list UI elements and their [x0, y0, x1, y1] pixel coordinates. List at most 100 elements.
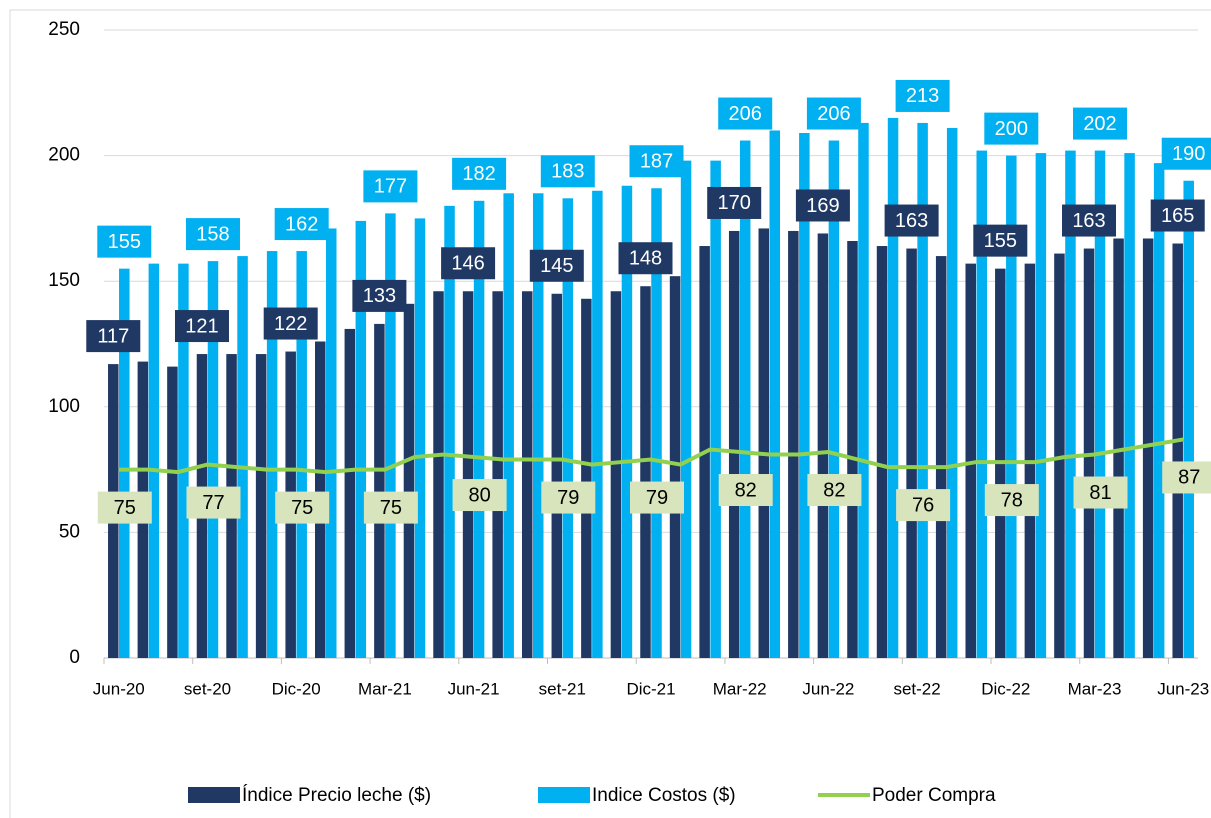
bar	[178, 263, 189, 658]
bar	[1183, 180, 1194, 658]
bar	[532, 193, 544, 658]
y-tick-label: 250	[48, 19, 80, 40]
x-tick-label: set-21	[539, 679, 586, 698]
data-label: 146	[451, 253, 484, 275]
bar	[296, 251, 307, 658]
bar	[965, 263, 976, 658]
data-label-box	[629, 145, 684, 178]
bar	[492, 291, 503, 658]
data-label: 206	[817, 103, 850, 125]
bar	[207, 261, 219, 658]
data-label-box	[274, 208, 329, 241]
data-label: 78	[1001, 489, 1023, 511]
bar	[562, 198, 574, 658]
bar	[462, 291, 474, 658]
data-label-box	[630, 481, 684, 514]
data-label: 206	[729, 103, 762, 125]
bar	[1035, 153, 1047, 658]
bar	[355, 220, 367, 659]
bar	[788, 230, 799, 658]
bar	[551, 293, 563, 658]
data-label-box	[363, 170, 418, 203]
data-label-box	[896, 489, 951, 522]
bar	[651, 188, 662, 659]
x-tick-label: set-20	[184, 679, 231, 698]
bar	[1172, 243, 1183, 658]
line	[118, 437, 1184, 475]
bar	[581, 298, 592, 658]
bar	[876, 246, 888, 659]
data-label: 170	[718, 192, 751, 214]
bar	[728, 230, 740, 658]
x-tick-label: Mar-22	[713, 679, 767, 698]
data-label: 75	[380, 497, 402, 519]
bar	[847, 241, 858, 658]
x-tick-label: Jun-21	[448, 679, 500, 698]
bar	[935, 256, 947, 658]
bar	[403, 303, 415, 658]
data-label: 81	[1089, 482, 1111, 504]
y-tick-label: 150	[48, 270, 80, 291]
bar	[1094, 150, 1106, 659]
x-tick-label: Dic-21	[626, 679, 675, 698]
data-label-box	[541, 481, 596, 514]
bar	[266, 251, 278, 658]
bar	[828, 140, 840, 658]
bar	[592, 190, 603, 658]
data-label-box	[352, 279, 407, 312]
data-label: 77	[202, 492, 224, 514]
data-label-box	[174, 310, 229, 343]
x-tick-label: Dic-22	[981, 679, 1030, 698]
data-label-box	[86, 320, 141, 353]
data-label-box	[718, 474, 773, 507]
data-label: 79	[557, 487, 579, 509]
bar	[1054, 253, 1065, 658]
data-label: 213	[906, 85, 939, 107]
bar	[385, 213, 396, 658]
data-label: 122	[274, 313, 307, 335]
bar	[1124, 153, 1135, 658]
bar	[473, 200, 485, 659]
data-label: 80	[468, 484, 490, 506]
data-label-box	[1073, 476, 1128, 509]
data-label-box	[452, 479, 507, 512]
x-tick-label: Mar-23	[1068, 679, 1122, 698]
x-tick-label: Mar-21	[358, 679, 412, 698]
data-label: 121	[185, 315, 218, 337]
data-label-box	[984, 484, 1039, 517]
data-label: 79	[646, 487, 668, 509]
data-label-box	[718, 97, 773, 130]
data-label: 163	[895, 210, 928, 232]
bar	[758, 228, 770, 658]
bar	[1006, 155, 1017, 658]
data-label: 183	[551, 161, 584, 183]
data-label-box	[1062, 204, 1117, 237]
chart-border	[9, 9, 1211, 818]
data-label: 162	[285, 213, 318, 235]
data-label-box	[1073, 107, 1128, 140]
data-label-box	[1162, 461, 1211, 494]
data-label: 82	[735, 479, 757, 501]
data-label: 75	[291, 497, 313, 519]
data-label-box	[529, 249, 584, 282]
bar	[621, 185, 633, 658]
data-label-box	[97, 225, 152, 258]
bar	[1065, 150, 1076, 659]
data-label: 158	[196, 223, 229, 245]
data-label: 76	[912, 494, 934, 516]
data-label: 202	[1083, 113, 1116, 135]
y-tick-label: 0	[69, 647, 80, 668]
data-label-box	[97, 491, 152, 524]
bar	[769, 130, 781, 659]
data-label-box	[795, 189, 850, 222]
data-label: 169	[806, 195, 839, 217]
bar	[444, 205, 455, 658]
data-label: 155	[108, 231, 141, 253]
bar	[237, 256, 248, 658]
data-label-box	[984, 112, 1039, 145]
legend-label: Poder Compra	[872, 785, 996, 806]
bar	[503, 193, 514, 658]
bar	[976, 150, 987, 659]
legend-label: Indice Costos ($)	[592, 785, 736, 806]
